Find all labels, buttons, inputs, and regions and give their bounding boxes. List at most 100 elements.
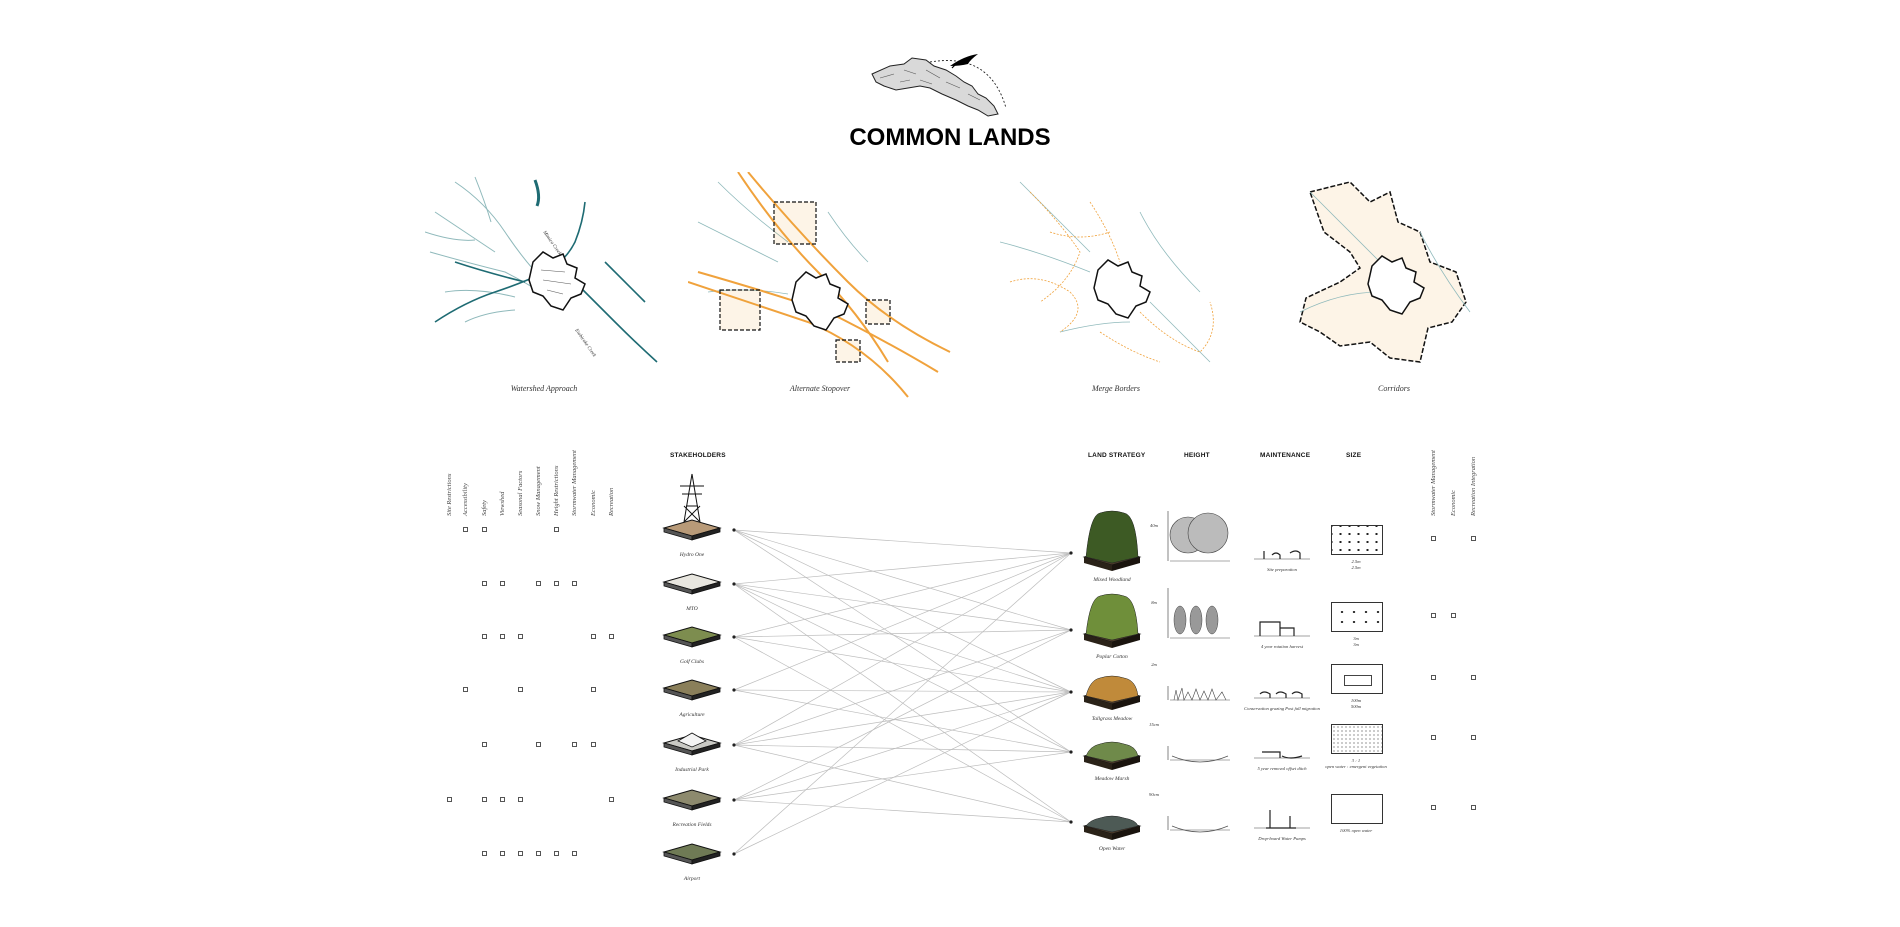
connection-line [733,552,1072,691]
criterion-checkbox [1431,675,1436,680]
connection-line [733,529,1072,631]
criterion-checkbox [572,742,577,747]
height-sketch-icon [1167,686,1230,702]
criterion-checkbox [463,527,468,532]
criterion-checkbox [536,851,541,856]
connection-node [732,852,736,856]
size-label-secondary: open water : emergent vegetation [1325,764,1387,769]
header-maintenance: MAINTENANCE [1260,452,1311,459]
connection-node [732,798,736,802]
criterion-checkbox [591,634,596,639]
size-diagram-icon [1331,724,1383,754]
header-height: HEIGHT [1184,452,1210,459]
strategy-tile-icon [1082,510,1142,571]
map-alternate-stopover [688,172,951,398]
criterion-checkbox [1471,805,1476,810]
size-inner-rect [1344,675,1372,686]
height-sketch-icon [1167,746,1230,763]
connection-node [1069,628,1073,632]
criterion-checkbox [572,851,577,856]
stakeholder-tile-icon [662,789,722,811]
criterion-checkbox [1451,613,1456,618]
maintenance-sketch-icon [1254,691,1310,699]
connection-line [733,552,1072,638]
connection-line [733,744,1072,753]
size-label: 100% open water [1339,828,1373,833]
height-label: 2m [1151,662,1157,667]
criterion-checkbox [1471,536,1476,541]
criterion-checkbox [1431,536,1436,541]
connection-node [732,743,736,747]
criterion-checkbox [482,634,487,639]
criterion-checkbox [536,742,541,747]
maintenance-sketch-icon [1254,621,1310,637]
stakeholder-tile-icon [662,573,722,595]
criterion-checkbox [482,742,487,747]
connection-line [733,689,1072,753]
criterion-checkbox [447,797,452,802]
header-stakeholders: STAKEHOLDERS [670,452,726,459]
connection-line [733,552,1072,585]
criterion-checkbox [572,581,577,586]
connection-node [732,528,736,532]
stakeholder-label: Agriculture [679,712,705,718]
height-sketch-icon [1167,511,1230,562]
criterion-checkbox [554,581,559,586]
size-label-secondary: 2.5m [1351,565,1361,570]
criterion-checkbox [536,581,541,586]
stakeholder-label: Golf Clubs [680,659,704,665]
criterion-checkbox [500,851,505,856]
strategy-tile-icon [1082,593,1142,648]
stakeholder-label: Hydro One [679,552,705,558]
connection-line [733,744,1072,823]
connection-node [1069,551,1073,555]
height-label: 8m [1151,600,1157,605]
map-label-merge: Merge Borders [1091,384,1141,393]
connection-line [733,689,1072,693]
maintenance-label: 5 year removal offset ditch [1257,766,1307,771]
connection-line [733,552,1072,855]
criterion-checkbox [482,581,487,586]
size-diagram-icon [1331,794,1383,824]
connection-line [733,583,1072,753]
maintenance-label: Drop-board Water Pumps [1258,836,1306,841]
height-label: 15cm [1149,722,1159,727]
height-label: 90cm [1149,792,1159,797]
strategy-tile-icon [1082,675,1142,710]
connection-line [733,691,1072,801]
stakeholder-label: MTO [686,606,698,612]
size-label: 100m [1350,698,1362,703]
connection-line [733,552,1072,746]
strategy-tile-icon [1082,741,1142,770]
site-logo-icon [871,54,1007,117]
criterion-checkbox [518,687,523,692]
maintenance-label: Conservation grazing Post fall migration [1244,706,1320,711]
criterion-checkbox [482,797,487,802]
stakeholder-tile-icon [662,732,722,756]
map-merge-borders [1000,181,1214,363]
stakeholder-tile-icon [662,843,722,865]
connection-node [1069,750,1073,754]
height-label: 40m [1150,523,1158,528]
stakeholder-label: Industrial Park [675,767,709,773]
maintenance-label: Site preparation [1267,567,1297,572]
height-sketch-icon [1167,588,1230,639]
criterion-checkbox [554,851,559,856]
criterion-checkbox [1471,735,1476,740]
criterion-checkbox [463,687,468,692]
criterion-checkbox [591,742,596,747]
criterion-checkbox [518,851,523,856]
connection-node [1069,820,1073,824]
size-diagram-icon [1331,602,1383,632]
criterion-checkbox [518,634,523,639]
connection-node [732,635,736,639]
connection-line [733,691,1072,855]
connection-line [733,529,1072,693]
maintenance-sketch-icon [1254,810,1310,829]
size-label: 2.5m [1351,559,1361,564]
connection-line [733,691,1072,746]
criterion-checkbox [609,797,614,802]
strategy-tile-icon [1082,815,1142,840]
size-diagram-icon [1331,525,1383,555]
